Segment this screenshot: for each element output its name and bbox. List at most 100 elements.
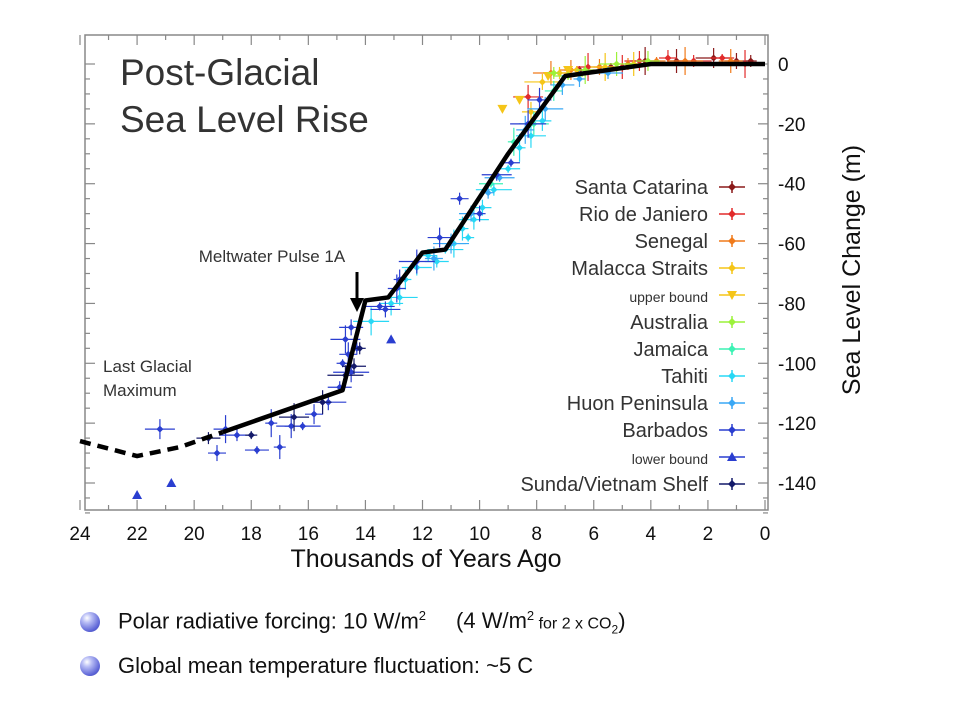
data-point [527,108,535,116]
legend: Santa Catarina Rio de Janiero Senegal Malac… [520,177,745,496]
data-point [527,132,535,140]
y-tick-label: -40 [778,175,805,196]
data-point [253,446,261,454]
data-point [543,71,554,81]
data-point [319,398,327,406]
data-point [299,422,307,430]
note-forcing: Polar radiative forcing: 10 W/m2 (4 W/m2 … [80,600,940,644]
data-point [347,323,355,331]
data-point [341,335,349,343]
legend-label: Senegal [635,231,708,253]
data-point [563,65,574,75]
forcing-aside-exp: 2 [526,607,535,623]
x-tick-label: 18 [241,524,262,545]
data-point [718,54,726,62]
y-tick-label: -80 [778,294,805,315]
data-point [456,195,464,203]
legend-label: Malacca Straits [571,258,708,280]
data-point [276,443,284,451]
legend-marker [728,318,736,326]
legend-marker [728,480,736,488]
notes-list: Polar radiative forcing: 10 W/m2 (4 W/m2 … [80,600,940,688]
chart-subtitle: Sea Level Rise [120,99,369,140]
y-axis-label: Sea Level Change (m) [838,145,866,395]
data-point [524,93,532,101]
annotation-meltwater: Meltwater Pulse 1A [199,247,346,266]
data-point [156,425,164,433]
data-points [132,47,757,499]
trend-line-solid [221,61,765,435]
data-point [514,95,525,105]
legend-label: Rio de Janiero [579,204,708,226]
data-point [356,344,364,352]
y-tick-label: -140 [778,474,816,495]
legend-marker [727,452,737,461]
data-point [476,210,484,218]
x-tick-label: 2 [703,524,714,545]
data-point [478,204,486,212]
legend-label: Tahiti [661,366,708,388]
bullet-icon [80,656,100,676]
y-tick-label: -120 [778,414,816,435]
data-point [247,431,255,439]
legend-marker [728,237,736,245]
x-tick-label: 8 [531,524,542,545]
data-point [339,359,347,367]
legend-marker [728,210,736,218]
y-tick-label: -60 [778,235,805,256]
legend-label: upper bound [629,289,708,305]
data-point [538,78,546,86]
data-point [381,305,389,313]
forcing-exp: 2 [418,607,427,623]
x-tick-label: 4 [646,524,657,545]
data-point [497,104,508,114]
x-tick-label: 6 [588,524,599,545]
data-point [536,96,544,104]
legend-label: Jamaica [634,339,709,361]
data-point [396,293,404,301]
x-tick-label: 12 [412,524,433,545]
data-point [367,317,375,325]
data-point [166,478,177,487]
x-tick-label: 22 [127,524,148,545]
data-point [386,334,397,344]
forcing-aside-a: (4 W/m [456,607,527,633]
annotation-lgm-line1: Last Glacial [103,357,192,376]
data-point [550,69,558,77]
data-point [132,489,143,499]
note-temperature: Global mean temperature fluctuation: ~5 … [80,644,940,688]
legend-label: Huon Peninsula [567,393,709,415]
legend-label: lower bound [632,451,708,467]
y-tick-label: -100 [778,354,816,375]
data-point [464,234,472,242]
x-axis-label: Thousands of Years Ago [290,545,561,573]
data-point [267,419,275,427]
legend-marker [728,345,736,353]
trend-line-dashed [79,429,224,459]
plot-frame [84,34,769,511]
data-point [613,60,621,68]
y-tick-label: -20 [778,115,805,136]
note-forcing-text: Polar radiative forcing: 10 W/m2 (4 W/m2 … [118,608,626,637]
data-point [490,186,498,194]
note-temperature-text: Global mean temperature fluctuation: ~5 … [118,653,534,678]
data-point [376,302,384,310]
bullet-icon [80,612,100,632]
data-point [538,117,546,125]
axis-ticks [79,35,768,514]
legend-marker [728,372,736,380]
legend-label: Barbados [622,420,708,442]
legend-label: Sunda/Vietnam Shelf [520,474,708,496]
x-tick-label: 10 [469,524,490,545]
data-point [430,255,438,263]
legend-label: Santa Catarina [575,177,709,199]
meltwater-arrow [350,272,364,312]
y-tick-labels: 0 -20 -40 -60 -80 -100 -120 -140 [778,55,816,495]
legend-label: Australia [630,312,709,334]
x-tick-label: 20 [184,524,205,545]
x-tick-labels: 24 22 20 18 16 14 12 10 8 6 4 2 0 [69,524,770,545]
sea-level-chart: Post-Glacial Sea Level Rise Thousands of… [69,34,866,573]
data-point [470,216,478,224]
legend-marker [728,399,736,407]
data-point [575,75,583,83]
